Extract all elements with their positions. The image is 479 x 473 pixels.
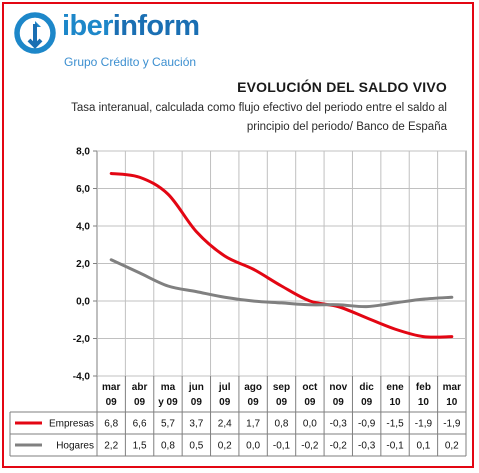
brand-subtitle: Grupo Crédito y Caución	[64, 55, 197, 69]
brand-name-part2: inform	[112, 10, 200, 42]
data-label: -1,9	[415, 419, 433, 430]
xtick-label-month: dic	[359, 382, 374, 393]
data-label: 0,5	[189, 441, 203, 452]
data-label: 6,8	[104, 419, 118, 430]
xtick-label-year: 09	[361, 397, 373, 408]
xtick-label-year: 09	[276, 397, 288, 408]
xtick-label-month: sep	[273, 382, 290, 393]
xtick-label-year: 09	[248, 397, 260, 408]
xtick-label-month: oct	[302, 382, 318, 393]
xtick-label-year: 09	[191, 397, 203, 408]
xtick-label-month: jun	[188, 382, 204, 393]
ytick-label: -2,0	[73, 334, 91, 345]
legend-label-hogares: Hogares	[56, 441, 94, 452]
data-label: 1,7	[246, 419, 260, 430]
brand-name-part1: iber	[62, 10, 113, 42]
data-label: 0,8	[161, 441, 175, 452]
ytick-label: 4,0	[76, 222, 90, 233]
xtick-label-year: 10	[389, 397, 401, 408]
ytick-label: 8,0	[76, 147, 90, 158]
xtick-label-year: y 09	[158, 397, 178, 408]
brand-name: iberinform	[62, 9, 200, 43]
xtick-label-year: 10	[418, 397, 430, 408]
data-label: 0,2	[445, 441, 459, 452]
xtick-label-month: nov	[329, 382, 347, 393]
data-label: 0,0	[303, 419, 317, 430]
xtick-label-year: 09	[219, 397, 231, 408]
data-label: -0,3	[358, 441, 376, 452]
data-label: -0,1	[273, 441, 291, 452]
data-label: 6,6	[133, 419, 147, 430]
legend-label-empresas: Empresas	[49, 419, 94, 430]
data-label: 0,0	[246, 441, 260, 452]
ytick-label: 2,0	[76, 259, 90, 270]
data-label: -0,9	[358, 419, 376, 430]
data-label: 0,8	[275, 419, 289, 430]
data-label: -1,5	[386, 419, 404, 430]
xtick-label-month: ma	[161, 382, 176, 393]
ytick-label: -4,0	[73, 372, 91, 383]
data-label: 0,2	[218, 441, 232, 452]
data-label: 5,7	[161, 419, 175, 430]
data-label: 3,7	[189, 419, 203, 430]
data-label: 1,5	[133, 441, 147, 452]
xtick-label-year: 09	[106, 397, 118, 408]
ytick-label: 0,0	[76, 297, 90, 308]
xtick-label-year: 09	[304, 397, 316, 408]
iberinform-logo-icon	[14, 12, 56, 54]
xtick-label-month: ago	[244, 382, 262, 393]
chart-title: EVOLUCIÓN DEL SALDO VIVO	[237, 79, 447, 95]
data-label: -0,1	[386, 441, 404, 452]
ytick-label: 6,0	[76, 184, 90, 195]
data-label: 2,2	[104, 441, 118, 452]
xtick-label-year: 09	[134, 397, 146, 408]
xtick-label-month: jul	[218, 382, 231, 393]
xtick-label-month: feb	[416, 382, 431, 393]
xtick-label-year: 09	[333, 397, 345, 408]
chart-subtitle: Tasa interanual, calculada como flujo ef…	[71, 102, 447, 133]
xtick-label-month: ene	[386, 382, 404, 393]
data-label: 2,4	[218, 419, 232, 430]
data-label: 0,1	[416, 441, 430, 452]
xtick-label-year: 10	[446, 397, 458, 408]
data-label: -0,3	[330, 419, 348, 430]
xtick-label-month: abr	[132, 382, 148, 393]
data-label: -0,2	[330, 441, 348, 452]
data-label: -0,2	[301, 441, 319, 452]
xtick-label-month: mar	[102, 382, 120, 393]
data-label: -1,9	[443, 419, 461, 430]
xtick-label-month: mar	[443, 382, 461, 393]
